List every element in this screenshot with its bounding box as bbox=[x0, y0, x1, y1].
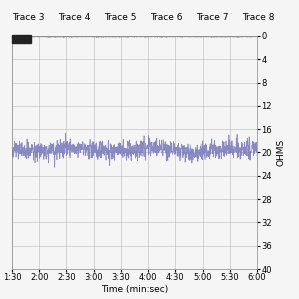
Text: Trace 6: Trace 6 bbox=[150, 13, 183, 22]
Text: Trace 5: Trace 5 bbox=[104, 13, 137, 22]
Text: Trace 3: Trace 3 bbox=[12, 13, 45, 22]
Y-axis label: OHMS: OHMS bbox=[276, 139, 285, 166]
Text: Trace 7: Trace 7 bbox=[196, 13, 229, 22]
X-axis label: Time (min:sec): Time (min:sec) bbox=[101, 285, 168, 294]
Text: Trace 8: Trace 8 bbox=[242, 13, 275, 22]
Text: Trace 4: Trace 4 bbox=[58, 13, 90, 22]
